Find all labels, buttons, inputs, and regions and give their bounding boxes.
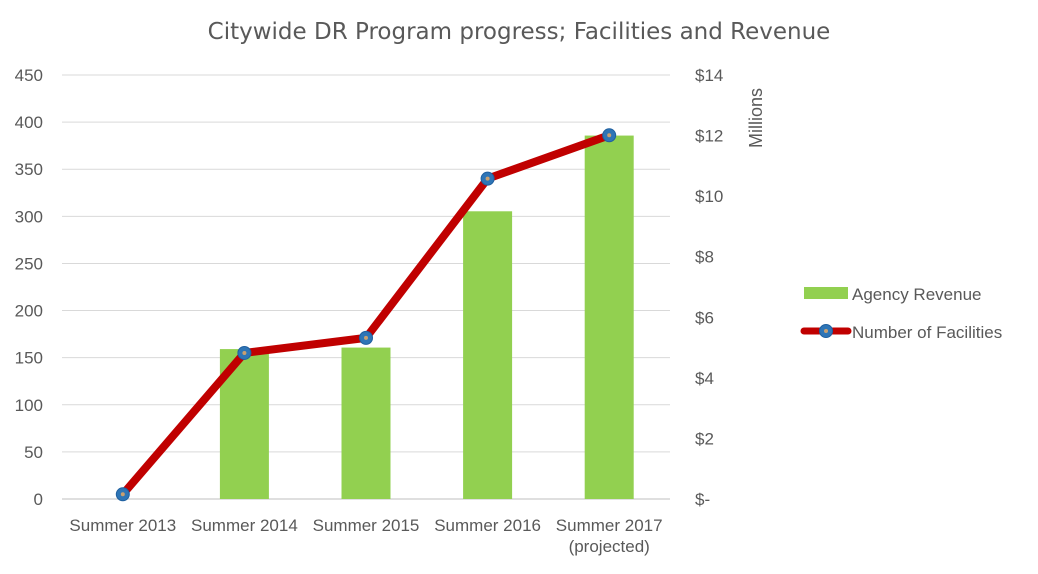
right-axis-label: Millions [746,88,766,148]
x-tick-label: Summer 2014 [191,516,298,535]
legend: Agency Revenue Number of Facilities [800,285,1002,342]
legend-label: Agency Revenue [852,285,981,304]
x-axis: Summer 2013 Summer 2014 Summer 2015 Summer … [69,516,662,556]
right-tick-label: $4 [695,369,714,388]
bar [463,211,513,500]
line-point-center [485,176,490,181]
legend-swatch-bar [804,287,848,299]
bar [341,347,391,499]
right-tick-label: $14 [695,66,723,85]
legend-item-agency-revenue: Agency Revenue [804,285,981,304]
bar [584,135,634,500]
left-tick-label: 50 [24,443,43,462]
right-axis: $- $2 $4 $6 $8 $10 $12 $14 [695,66,723,509]
bar-series [219,135,634,500]
left-tick-label: 250 [15,254,43,273]
x-tick-label: Summer 2017 (projected) [556,516,663,556]
line-point-center [120,492,125,497]
left-tick-label: 300 [15,207,43,226]
line-point-center [607,133,612,138]
chart-title: Citywide DR Program progress; Facilities… [208,19,831,45]
left-tick-label: 350 [15,160,43,179]
left-tick-label: 100 [15,396,43,415]
left-tick-label: 450 [15,66,43,85]
legend-label: Number of Facilities [852,323,1002,342]
right-tick-label: $- [695,490,710,509]
line-series [115,128,617,502]
x-tick-label: Summer 2016 [434,516,541,535]
right-tick-label: $6 [695,308,714,327]
line-point-center [364,335,368,340]
left-tick-label: 200 [15,302,43,321]
right-tick-label: $2 [695,429,714,448]
x-tick-label: Summer 2015 [313,516,420,535]
left-tick-label: 150 [15,349,43,368]
left-tick-label: 0 [34,490,43,509]
left-axis: 0 50 100 150 200 250 300 350 400 450 [15,66,43,509]
line-point-center [242,350,247,355]
right-tick-label: $10 [695,187,723,206]
legend-swatch-marker-center [824,329,828,333]
legend-item-number-of-facilities: Number of Facilities [800,323,1002,342]
right-tick-label: $12 [695,127,723,146]
left-tick-label: 400 [15,113,43,132]
right-tick-label: $8 [695,248,714,267]
x-tick-label: Summer 2013 [69,516,176,535]
